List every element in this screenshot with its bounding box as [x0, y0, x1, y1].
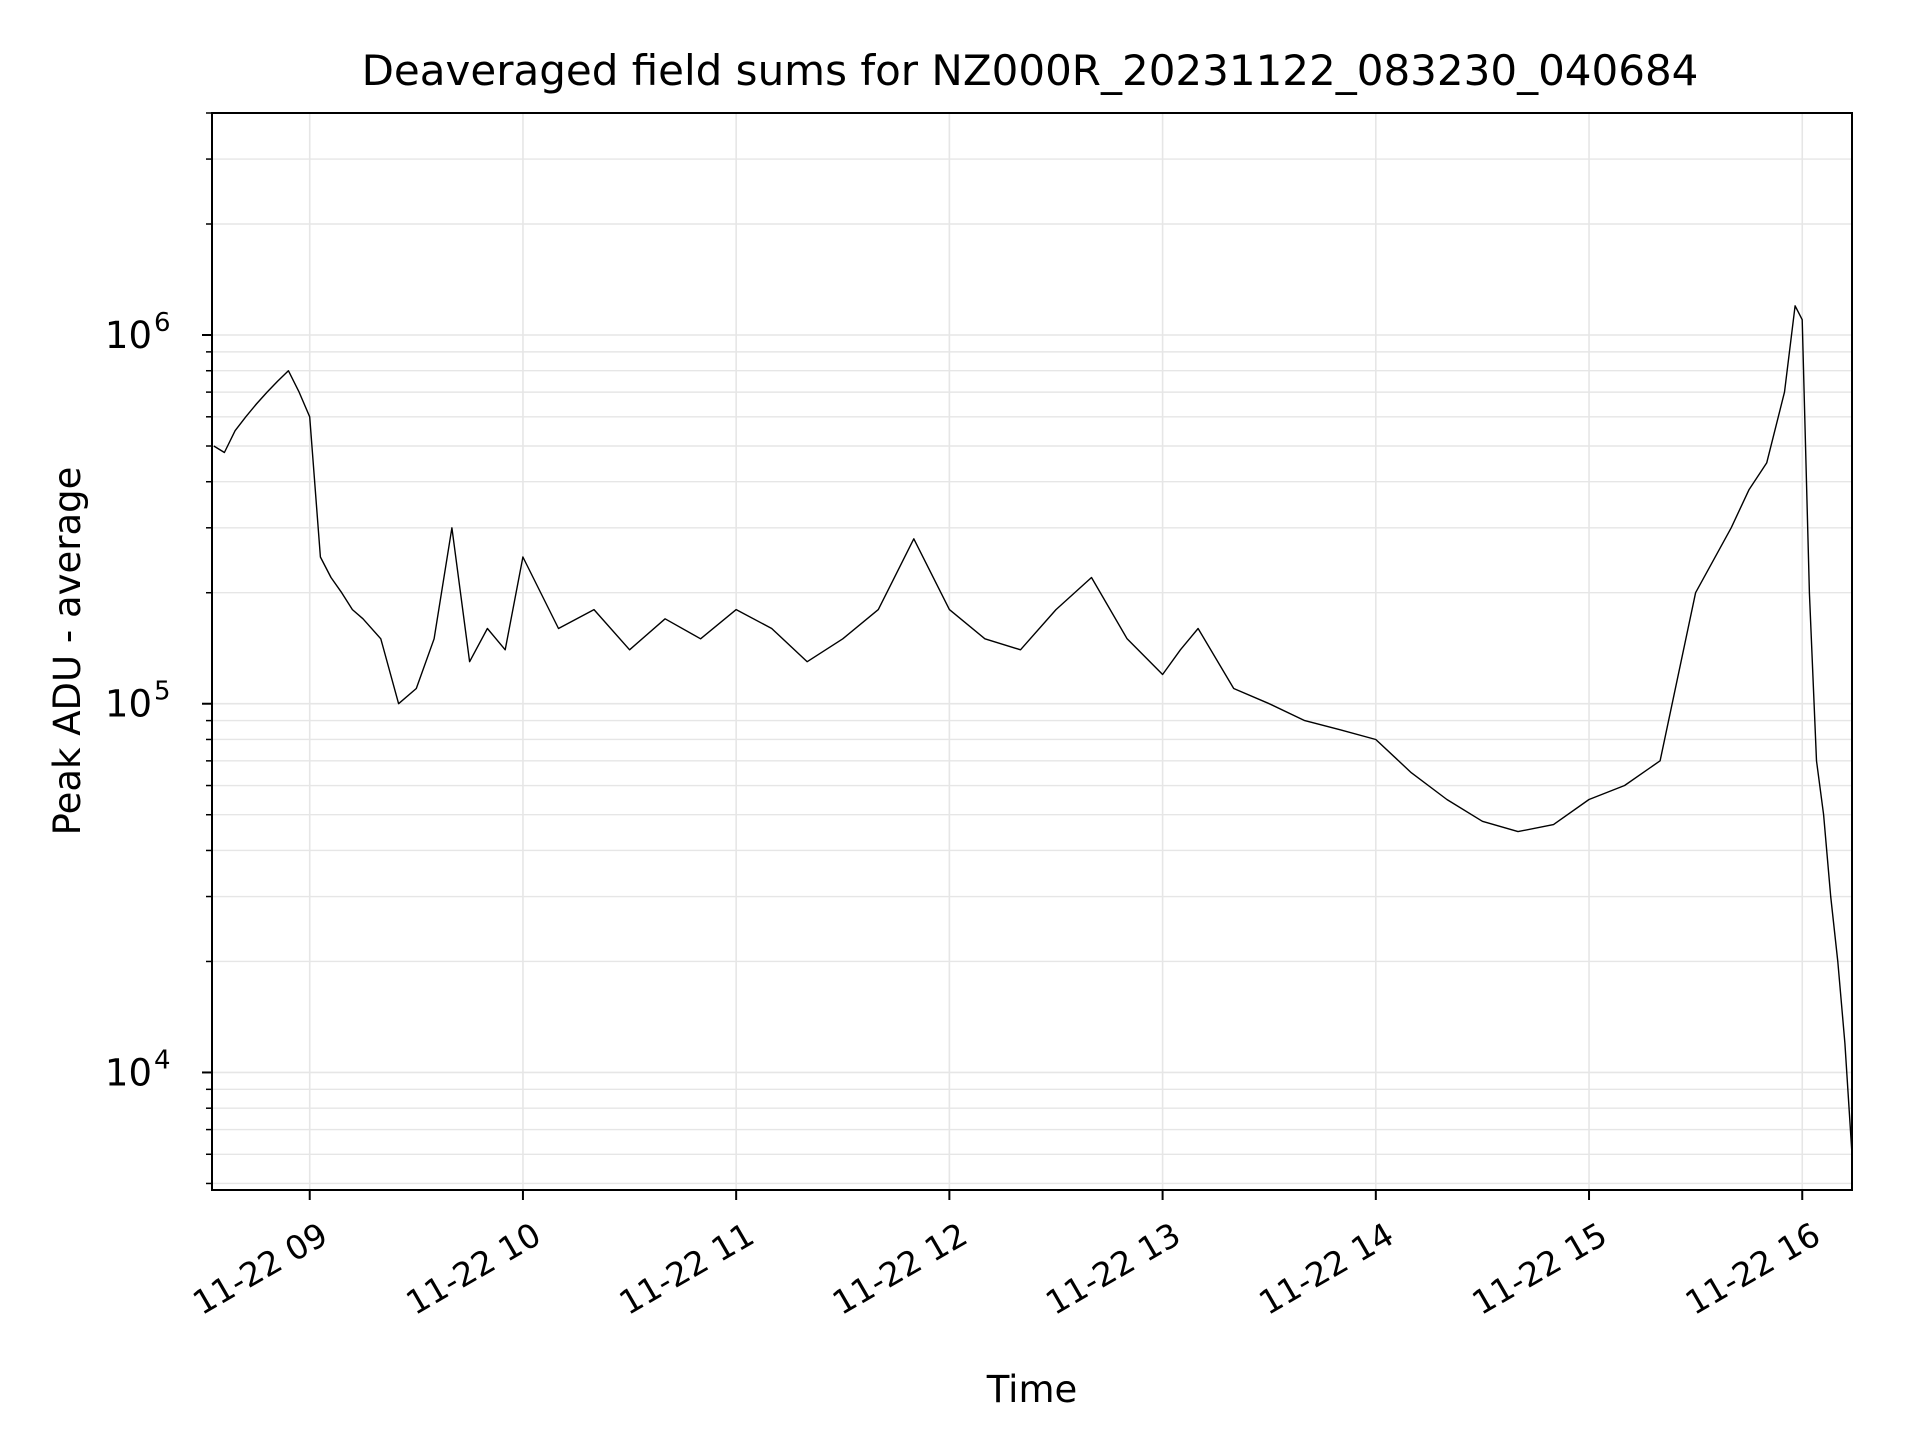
x-axis-label: Time	[986, 1368, 1078, 1411]
chart-title: Deaveraged field sums for NZ000R_2023112…	[362, 46, 1699, 95]
y-tick-label: 10	[105, 683, 152, 726]
y-tick-label-exponent: 5	[154, 677, 171, 707]
y-axis-label: Peak ADU - average	[46, 467, 89, 836]
series-line	[213, 305, 1853, 1155]
line-layer	[213, 305, 1853, 1155]
y-tick-label-exponent: 6	[154, 308, 171, 338]
plot-frame	[211, 112, 1853, 1191]
y-tick-label: 10	[105, 1051, 152, 1094]
y-tick-label-exponent: 4	[154, 1045, 171, 1075]
y-tick-label: 10	[105, 314, 152, 357]
